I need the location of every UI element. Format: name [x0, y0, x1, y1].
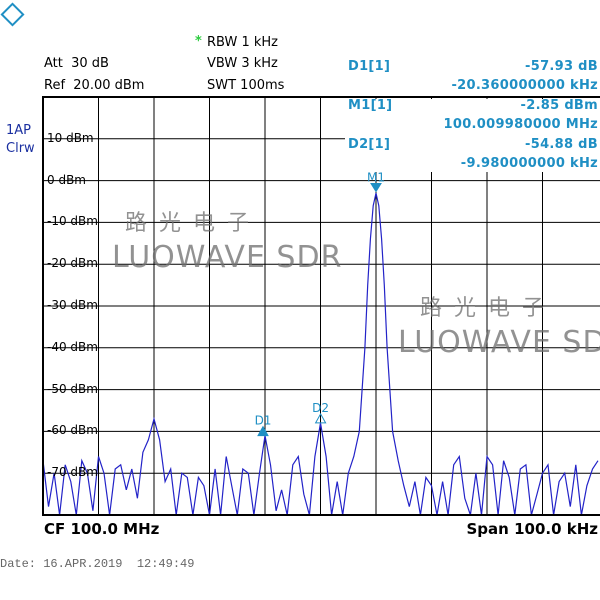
y-tick-label: -40 dBm [47, 339, 98, 354]
m1-frequency: 100.009980000 MHz [443, 117, 598, 132]
date-stamp: Date: 16.APR.2019 12:49:49 [0, 557, 195, 571]
marker-m1-icon [370, 183, 382, 193]
plot-border [42, 96, 600, 516]
marker-d1-label: D1 [255, 414, 272, 428]
y-tick-label: -30 dBm [47, 298, 98, 312]
marker-d2-icon [314, 412, 327, 424]
span: Span 100.0 kHz [466, 520, 599, 538]
y-tick-label: -70 dBm [47, 465, 98, 480]
attenuation-setting: Att 30 dB [44, 56, 109, 71]
trace-mode: Clrw [6, 141, 35, 156]
d2-value: -54.88 dB [525, 137, 598, 152]
y-tick-label: -20 dBm [47, 256, 98, 271]
trace-detector: 1AP [6, 123, 32, 138]
marker-d2-label: D2 [312, 401, 329, 415]
marker-panel-bg [345, 99, 600, 172]
y-tick-label: 0 dBm [47, 172, 86, 187]
rbw-setting: RBW 1 kHz [207, 35, 279, 50]
marker-d1-icon [257, 425, 269, 437]
m1-value: -2.85 dBm [520, 98, 598, 113]
d1-frequency: -20.360000000 kHz [451, 78, 598, 93]
y-tick-label: -50 dBm [47, 381, 98, 396]
swt-setting: SWT 100ms [207, 78, 285, 93]
d2-label: D2[1] [348, 137, 391, 152]
center-frequency: CF 100.0 MHz [44, 520, 160, 538]
m1-label: M1[1] [348, 98, 393, 113]
rbw-coupled-marker: * [195, 34, 202, 49]
y-tick-label: -60 dBm [47, 423, 98, 438]
markers: M1 D1 D2 [255, 171, 385, 437]
d1-label: D1[1] [348, 59, 391, 74]
vbw-setting: VBW 3 kHz [207, 56, 278, 71]
y-tick-label: 10 dBm [47, 130, 94, 145]
y-tick-label: -10 dBm [47, 214, 98, 229]
d2-frequency: -9.980000000 kHz [460, 156, 598, 171]
marker-m1-label: M1 [367, 171, 385, 185]
d1-value: -57.93 dB [525, 59, 598, 74]
reference-level: Ref 20.00 dBm [44, 78, 145, 93]
